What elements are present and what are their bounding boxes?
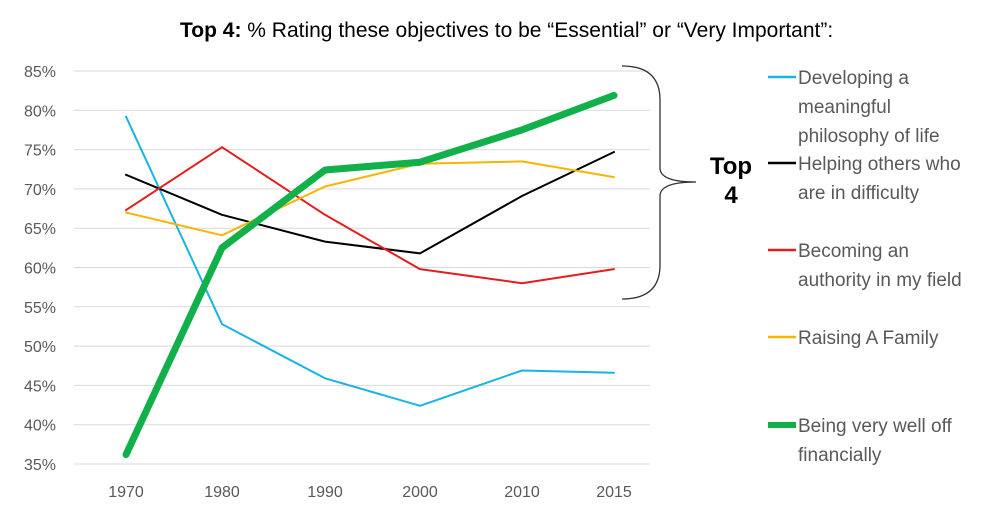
legend-label-3: Raising A Family <box>798 328 939 349</box>
legend-label-4: Being very well off <box>798 416 953 437</box>
y-tick-label: 40% <box>24 418 56 435</box>
y-tick-label: 65% <box>24 221 56 238</box>
y-tick-label: 85% <box>24 64 56 81</box>
legend-label-1: are in difficulty <box>798 183 920 204</box>
series-line-0 <box>125 115 615 407</box>
legend-label-4: financially <box>798 445 882 466</box>
y-tick-label: 55% <box>24 300 56 317</box>
y-tick-label: 75% <box>24 143 56 160</box>
gridlines <box>74 70 650 465</box>
x-tick-label: 1990 <box>307 484 343 501</box>
legend-label-2: authority in my field <box>798 270 962 291</box>
y-axis-ticks: 35% 40% 45% 50% 55% 60% 65% 70% 75% 80% 85% <box>24 64 56 474</box>
brace-label: Top <box>710 153 752 180</box>
x-axis-ticks: 1970 1980 1990 2000 2010 2015 <box>108 484 632 501</box>
x-tick-label: 2015 <box>596 484 632 501</box>
chart-title: Top 4: % Rating these objectives to be “… <box>180 19 833 42</box>
x-tick-label: 1980 <box>204 484 240 501</box>
x-tick-label: 1970 <box>108 484 144 501</box>
series-line-1 <box>125 151 615 255</box>
series-line-2 <box>125 146 615 285</box>
legend: Developing a meaningful philosophy of life… <box>768 68 962 466</box>
series-line-3 <box>125 160 615 237</box>
y-tick-label: 50% <box>24 339 56 356</box>
y-tick-label: 45% <box>24 378 56 395</box>
legend-label-0: Developing a <box>798 68 909 89</box>
y-tick-label: 80% <box>24 103 56 120</box>
y-tick-label: 70% <box>24 182 56 199</box>
chart-title-bold: Top 4: <box>180 19 241 42</box>
brace-label: 4 <box>724 182 738 209</box>
y-tick-label: 60% <box>24 261 56 278</box>
series-lines <box>122 91 618 459</box>
series-line-4 <box>122 91 618 459</box>
y-tick-label: 35% <box>24 457 56 474</box>
legend-label-0: meaningful <box>798 97 891 118</box>
x-tick-label: 2010 <box>504 484 540 501</box>
legend-label-2: Becoming an <box>798 241 909 262</box>
chart-title-rest: % Rating these objectives to be “Essenti… <box>241 19 833 42</box>
legend-label-1: Helping others who <box>798 154 961 175</box>
legend-label-0: philosophy of life <box>798 126 940 147</box>
curly-brace <box>621 65 697 300</box>
x-tick-label: 2000 <box>402 484 438 501</box>
